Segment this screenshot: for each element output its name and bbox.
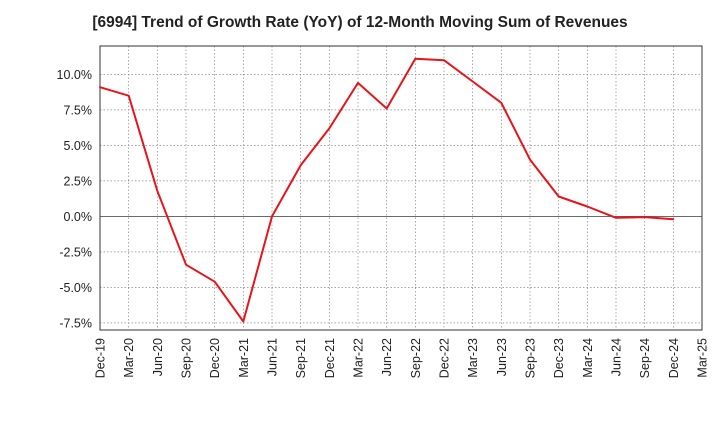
x-tick-label: Mar-21 (237, 338, 251, 378)
y-tick-label: -2.5% (59, 245, 92, 259)
x-tick-label: Jun-22 (380, 338, 394, 376)
x-axis-tick-labels: Dec-19 Mar-20 Jun-20 Sep-20 Dec-20 Mar-21 Jun-… (94, 338, 710, 378)
x-tick-label: Sep-23 (524, 338, 538, 378)
y-tick-label: 0.0% (64, 210, 93, 224)
x-tick-label: Mar-22 (352, 338, 366, 378)
x-tick-label: Sep-20 (180, 338, 194, 378)
axes (99, 45, 703, 331)
y-axis-tick-labels: 10.0% 7.5% 5.0% 2.5% 0.0% -2.5% -5.0% -7.5% (57, 68, 93, 330)
x-tick-label: Dec-22 (438, 338, 452, 378)
y-tick-label: 7.5% (64, 103, 93, 117)
x-tick-label: Mar-25 (696, 338, 710, 378)
chart-title: [6994] Trend of Growth Rate (YoY) of 12-… (92, 14, 628, 31)
y-tick-label: -5.0% (59, 281, 92, 295)
plot-frame (99, 45, 703, 331)
x-tick-label: Dec-21 (323, 338, 337, 378)
x-tick-label: Mar-23 (466, 338, 480, 378)
y-tick-label: 10.0% (57, 68, 92, 82)
x-tick-label: Dec-20 (208, 338, 222, 378)
x-tick-label: Mar-20 (122, 338, 136, 378)
x-tick-label: Jun-24 (610, 338, 624, 376)
plot-background (100, 46, 702, 330)
plot-area (100, 46, 702, 330)
x-tick-label: Jun-23 (495, 338, 509, 376)
y-tick-label: 5.0% (64, 139, 93, 153)
x-tick-label: Jun-21 (266, 338, 280, 376)
x-tick-label: Dec-19 (94, 338, 108, 378)
x-tick-label: Sep-22 (409, 338, 423, 378)
x-tick-label: Dec-24 (667, 338, 681, 378)
series-layer (99, 57, 675, 323)
x-tick-label: Jun-20 (151, 338, 165, 376)
series-line (99, 57, 675, 323)
grid-lines (100, 46, 703, 330)
x-tick-label: Dec-23 (552, 338, 566, 378)
x-tick-label: Sep-21 (294, 338, 308, 378)
y-tick-label: 2.5% (64, 174, 93, 188)
x-tick-label: Mar-24 (581, 338, 595, 378)
y-tick-label: -7.5% (59, 316, 92, 330)
x-tick-label: Sep-24 (638, 338, 652, 378)
